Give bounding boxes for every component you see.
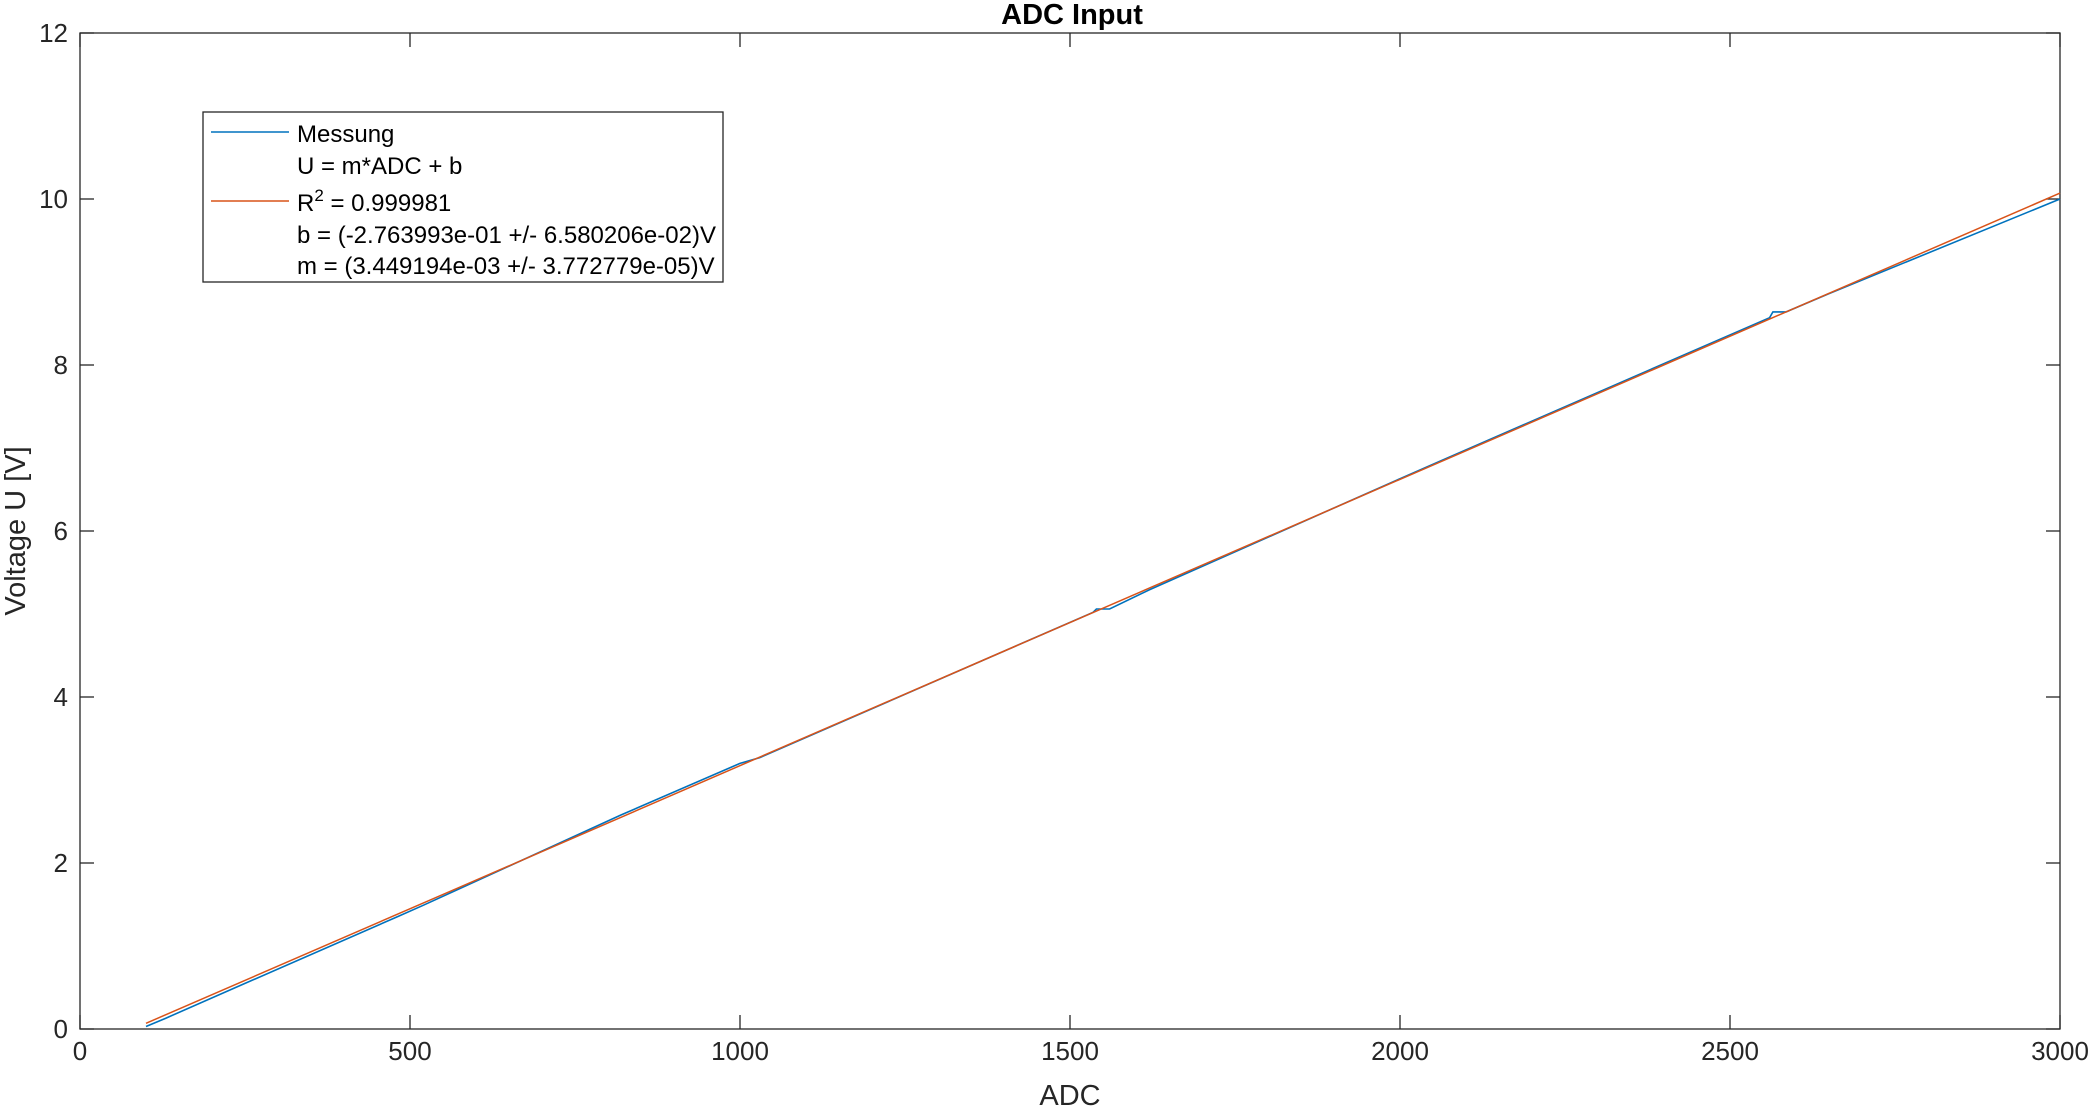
- fit-line: [145, 192, 2061, 1024]
- legend-label: m = (3.449194e-03 +/- 3.772779e-05)V: [297, 253, 715, 280]
- x-tick-labels: 0 500 1000 1500 2000 2500 3000: [73, 1036, 2089, 1066]
- y-tick-label: 2: [54, 848, 68, 878]
- y-tick-label: 6: [54, 516, 68, 546]
- y-tick-label: 8: [54, 350, 68, 380]
- x-tick-label: 2500: [1701, 1036, 1759, 1066]
- x-tick-label: 3000: [2031, 1036, 2089, 1066]
- y-axis-title: Voltage U [V]: [0, 446, 32, 615]
- x-tick-label: 1500: [1041, 1036, 1099, 1066]
- y-tick-label: 12: [39, 18, 68, 48]
- x-tick-label: 500: [388, 1036, 431, 1066]
- y-tick-label: 0: [54, 1014, 68, 1044]
- y-tick-label: 4: [54, 682, 68, 712]
- legend: Messung U = m*ADC + b R2 = 0.999981 b = (-2…: [202, 111, 724, 283]
- legend-label: U = m*ADC + b: [297, 153, 462, 180]
- legend-label: Messung: [297, 121, 394, 148]
- legend-label: R2 = 0.999981: [297, 186, 451, 217]
- legend-box: [202, 111, 724, 283]
- series-group: [145, 192, 2061, 1028]
- series-line-messung: [145, 198, 2061, 1028]
- x-axis-title: ADC: [1039, 1080, 1100, 1112]
- legend-label: b = (-2.763993e-01 +/- 6.580206e-02)V: [297, 222, 716, 249]
- y-tick-label: 10: [39, 184, 68, 214]
- x-tick-label: 2000: [1371, 1036, 1429, 1066]
- x-tick-label: 1000: [711, 1036, 769, 1066]
- x-tick-label: 0: [73, 1036, 87, 1066]
- chart-title: ADC Input: [1001, 0, 1143, 31]
- axis-ticks: [79, 32, 2061, 1030]
- y-tick-labels: 0 2 4 6 8 10 12: [39, 18, 68, 1044]
